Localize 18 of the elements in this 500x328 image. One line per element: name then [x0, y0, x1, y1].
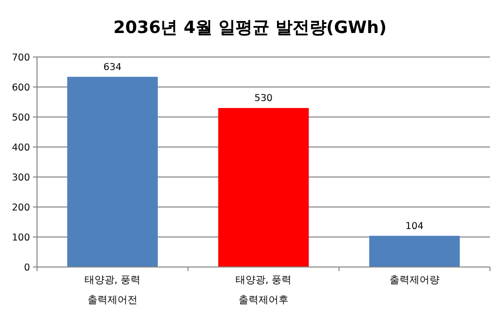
x-tick-label: 출력제어량	[390, 275, 440, 286]
y-tick-label: 0	[24, 262, 30, 274]
data-label: 104	[405, 220, 424, 232]
y-tick-label: 200	[12, 202, 30, 214]
data-label: 634	[103, 62, 122, 73]
y-tick-label: 700	[12, 52, 30, 64]
y-tick-label: 400	[12, 142, 30, 154]
bar	[218, 108, 309, 267]
bar	[67, 76, 158, 267]
bar	[369, 236, 460, 267]
y-tick-label: 500	[12, 112, 30, 124]
chart-title: 2036년 4월 일평균 발전량(GWh)	[113, 18, 387, 38]
y-tick-label: 600	[12, 82, 30, 94]
x-tick-label: 태양광, 풍력 출력제어후	[235, 275, 292, 306]
x-tick-label: 태양광, 풍력 출력제어전	[84, 275, 141, 306]
data-label: 530	[254, 93, 273, 104]
y-tick-label: 300	[12, 172, 30, 184]
y-tick-label: 100	[12, 232, 30, 244]
